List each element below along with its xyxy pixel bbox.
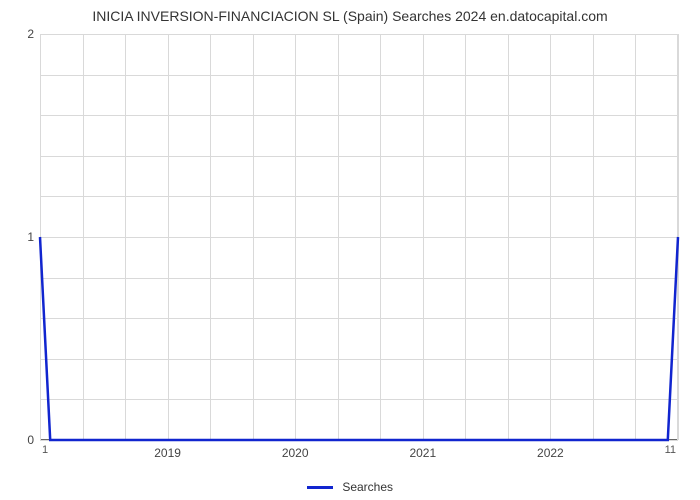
chart-title: INICIA INVERSION-FINANCIACION SL (Spain)… xyxy=(0,8,700,24)
x-axis-tick-label: 2022 xyxy=(537,440,564,460)
x-axis-tick-label: 2020 xyxy=(282,440,309,460)
corner-label-bottom-left: 1 xyxy=(42,444,48,456)
x-axis-tick-label: 2021 xyxy=(409,440,436,460)
chart-svg xyxy=(40,34,678,440)
corner-label-bottom-right: 11 xyxy=(665,444,676,456)
y-axis-tick-label: 2 xyxy=(27,27,40,41)
grid-line-vertical xyxy=(678,34,679,440)
legend-swatch xyxy=(307,486,333,489)
plot-area: 0122019202020212022111 xyxy=(40,34,678,440)
legend-label: Searches xyxy=(342,480,393,494)
y-axis-tick-label: 0 xyxy=(27,433,40,447)
y-axis-tick-label: 1 xyxy=(27,230,40,244)
series-line xyxy=(40,237,678,440)
chart-legend: Searches xyxy=(0,480,700,494)
x-axis-tick-label: 2019 xyxy=(154,440,181,460)
